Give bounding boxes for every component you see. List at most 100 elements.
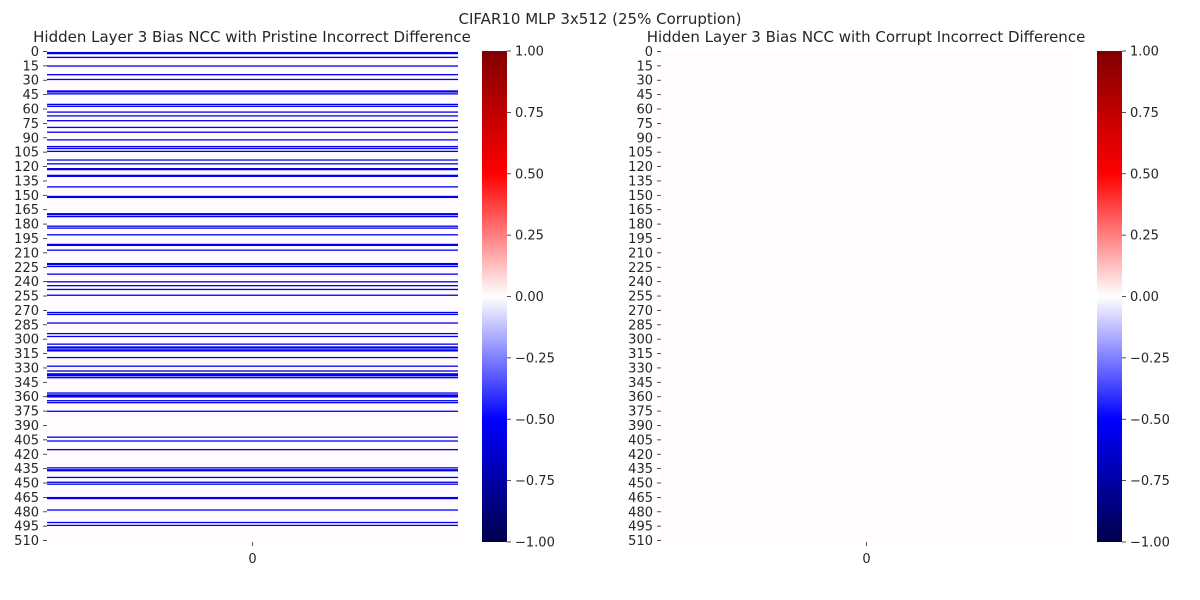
y-tick-label: 60 (22, 103, 39, 118)
y-tick-label: 120 (628, 160, 653, 175)
heatmap-cell-row-113 (47, 159, 458, 161)
y-tick-label: 45 (22, 88, 39, 103)
y-tick-label: 450 (628, 477, 653, 492)
y-tick-label: 225 (14, 261, 39, 276)
heatmap-cell-row-402 (47, 436, 458, 438)
heatmap-cell-row-67 (47, 115, 458, 117)
y-tick-label: 495 (14, 520, 39, 535)
heatmap-cell-row-151 (47, 195, 458, 198)
heatmap-cell-row-240 (47, 281, 458, 283)
heatmap-background (661, 51, 1072, 542)
heatmap-cell-row-29 (47, 78, 458, 81)
y-tick-label: 120 (14, 160, 39, 175)
heatmap-cell-row-437 (47, 470, 458, 472)
y-tick-label: 390 (14, 419, 39, 434)
heatmap-cell-row-1 (47, 51, 458, 54)
y-tick-label: 510 (628, 534, 653, 549)
y-tick-label: 285 (628, 318, 653, 333)
heatmap-cell-row-99 (47, 145, 458, 148)
colorbar-gradient (482, 51, 507, 542)
heatmap-cell-row-436 (47, 469, 458, 471)
colorbar-tick-label: 0.25 (515, 229, 544, 244)
y-tick-label: 135 (628, 174, 653, 189)
y-tick-label: 195 (14, 232, 39, 247)
heatmap-cell-row-491 (47, 521, 458, 524)
y-tick-label: 480 (14, 505, 39, 520)
y-tick-label: 315 (14, 347, 39, 362)
colorbar-corrupt: 1.00 0.75 0.50 0.25 0.00 −0.25 −0.50 −0.75 −1.00 (1097, 45, 1170, 551)
colorbar-tick-label: 0.00 (1130, 290, 1159, 305)
y-tick-label: 465 (628, 491, 653, 506)
heatmap-cell-row-130 (47, 175, 458, 177)
heatmap-cell-row-451 (47, 483, 458, 485)
heatmap-cell-row-123 (47, 168, 458, 171)
y-tick-label: 45 (636, 88, 653, 103)
heatmap-cell-row-42 (47, 91, 458, 93)
y-tick-label: 30 (22, 74, 39, 89)
heatmap-cell-row-101 (47, 147, 458, 150)
heatmap-cell-row-364 (47, 400, 458, 402)
heatmap-cell-row-232 (47, 273, 458, 275)
heatmap-cell-row-202 (47, 244, 458, 247)
heatmap-cell-row-333 (47, 370, 458, 372)
y-tick-label: 60 (636, 103, 653, 118)
heatmap-cell-row-283 (47, 322, 458, 324)
y-tick-label: 390 (628, 419, 653, 434)
heatmap-cell-row-44 (47, 93, 458, 95)
heatmap-cell-row-465 (47, 496, 458, 499)
colorbar-tick-label: −1.00 (515, 536, 555, 551)
heatmap-cell-row-494 (47, 524, 458, 527)
heatmap-panel-pristine: Hidden Layer 3 Bias NCC with Pristine In… (14, 28, 555, 567)
heatmap-cell-row-182 (47, 225, 458, 227)
y-tick-label: 225 (628, 261, 653, 276)
colorbar-tick-label: 1.00 (1130, 45, 1159, 60)
heatmap-cell-row-201 (47, 243, 458, 246)
colorbar-tick-label: 1.00 (515, 45, 544, 60)
colorbar-pristine: 1.00 0.75 0.50 0.25 0.00 −0.25 −0.50 −0.75 −1.00 (482, 45, 555, 551)
y-tick-label: 270 (628, 304, 653, 319)
y-tick-label: 0 (31, 45, 39, 60)
colorbar-tick-label: −0.50 (1130, 413, 1170, 428)
heatmap-cell-row-24 (47, 74, 458, 76)
y-tick-label: 150 (628, 189, 653, 204)
heatmap-cell-row-184 (47, 227, 458, 229)
colorbar-tick-label: −0.25 (515, 351, 555, 366)
heatmap-cell-row-356 (47, 392, 458, 394)
y-tick-label: 330 (628, 361, 653, 376)
heatmap-cell-row-449 (47, 481, 458, 483)
heatmap-cell-row-358 (47, 394, 458, 396)
heatmap-cell-row-336 (47, 373, 458, 375)
y-tick-label: 180 (628, 218, 653, 233)
heatmap-cell-row-55 (47, 103, 458, 106)
y-tick-label: 105 (14, 146, 39, 161)
y-tick-label: 0 (645, 45, 653, 60)
heatmap-cell-row-84 (47, 131, 458, 133)
heatmap-cell-row-117 (47, 163, 458, 165)
y-tick-label: 90 (636, 131, 653, 146)
heatmap-cell-row-297 (47, 335, 458, 338)
heatmap-cell-row-92 (47, 139, 458, 141)
heatmap-cell-row-337 (47, 374, 458, 376)
colorbar-tick-label: −1.00 (1130, 536, 1170, 551)
y-tick-label: 345 (14, 376, 39, 391)
figure-suptitle: CIFAR10 MLP 3x512 (25% Corruption) (459, 10, 742, 28)
y-tick-label: 315 (628, 347, 653, 362)
heatmap-cell-row-221 (47, 262, 458, 265)
heatmap-cell-row-338 (47, 375, 458, 377)
heatmap-cell-row-41 (47, 90, 458, 92)
heatmap-cell-row-79 (47, 126, 458, 129)
heatmap-cell-row-122 (47, 168, 458, 170)
heatmap-cell-row-170 (47, 214, 458, 216)
colorbar-tick-label: 0.25 (1130, 229, 1159, 244)
y-tick-label: 75 (636, 117, 653, 132)
y-tick-label: 180 (14, 218, 39, 233)
y-tick-label: 450 (14, 477, 39, 492)
y-tick-label: 480 (628, 505, 653, 520)
heatmap-cell-row-272 (47, 311, 458, 314)
colorbar-gradient (1097, 51, 1122, 542)
y-tick-label: 360 (628, 390, 653, 405)
heatmap-cell-row-15 (47, 65, 458, 67)
heatmap-cell-row-466 (47, 497, 458, 500)
y-tick-label: 405 (14, 433, 39, 448)
